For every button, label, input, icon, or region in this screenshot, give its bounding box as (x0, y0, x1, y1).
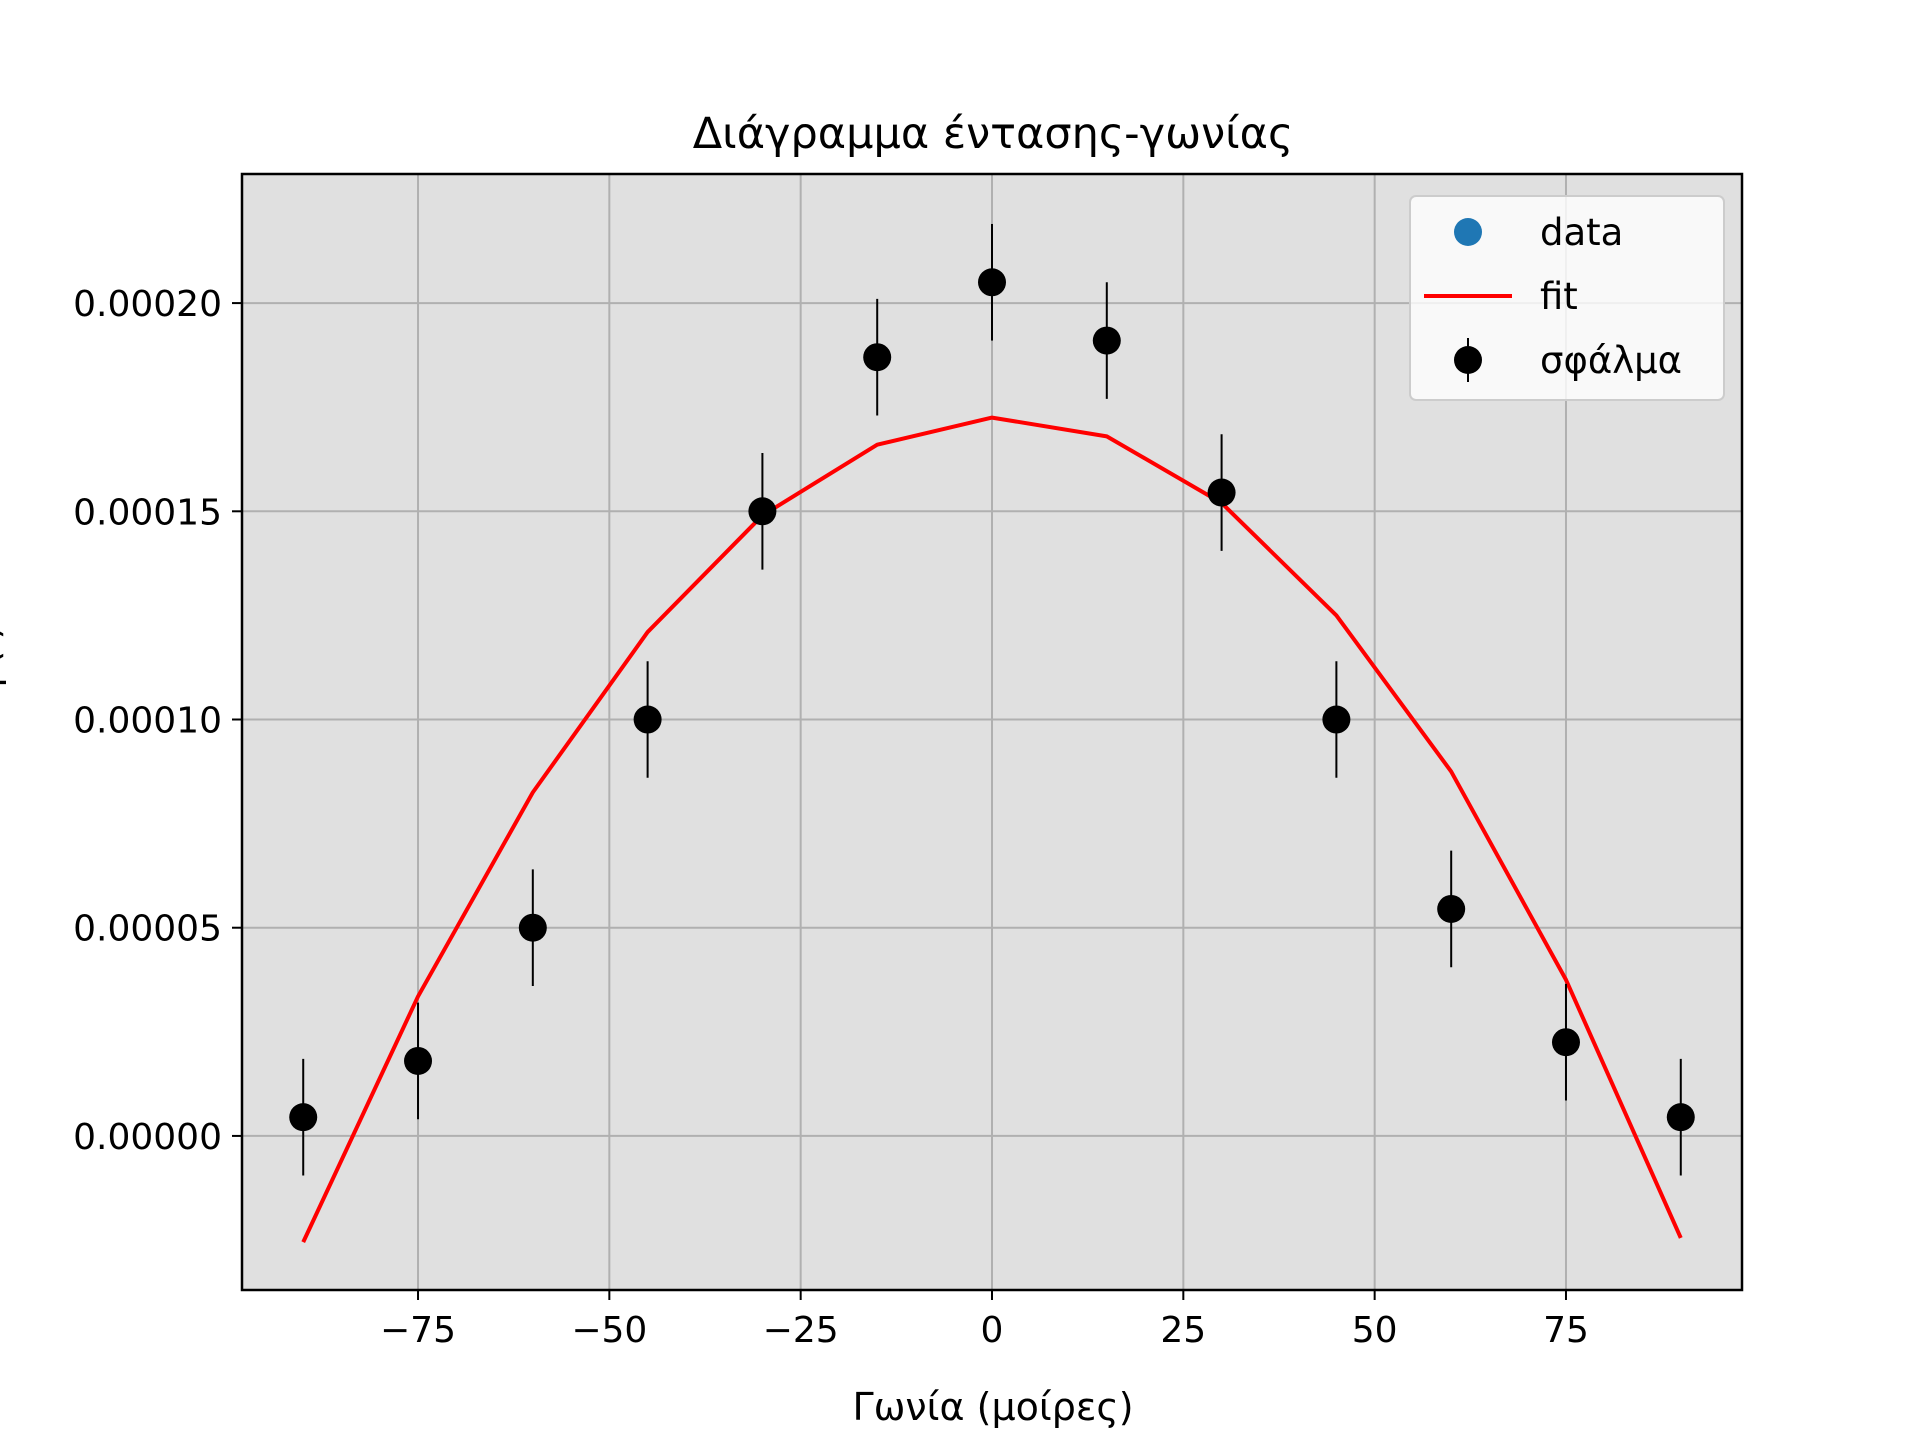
x-tick-label: −50 (571, 1310, 647, 1351)
y-tick-label: 0.00000 (73, 1117, 222, 1158)
x-tick-label: 0 (981, 1310, 1004, 1351)
y-tick-label: 0.00010 (73, 701, 222, 742)
x-tick-label: 25 (1160, 1310, 1206, 1351)
fit-line (301, 415, 1683, 1243)
errorbar-point (1092, 326, 1121, 355)
x-tick-label: −25 (763, 1310, 839, 1351)
errorbar-point (1322, 705, 1351, 734)
legend-label: fit (1540, 275, 1578, 318)
legend-marker-data (1454, 218, 1482, 246)
errorbar-point (633, 705, 662, 734)
errorbar-point (978, 268, 1006, 297)
legend-marker-errorbar (1454, 346, 1482, 374)
errorbar-point (1551, 1028, 1580, 1057)
legend-label: σφάλμα (1540, 339, 1682, 382)
errorbar-point (748, 497, 777, 526)
errorbar-point (863, 343, 892, 372)
y-tick-label: 0.00015 (73, 492, 222, 533)
x-tick-label: 75 (1543, 1310, 1589, 1351)
errorbar-point (289, 1103, 318, 1132)
chart-title: Διάγραμμα έντασης-γωνίας (693, 109, 1294, 159)
errorbar-point (1437, 894, 1466, 923)
errorbar-point (518, 913, 547, 942)
legend-label: data (1540, 211, 1623, 254)
y-axis-label: ένταση (I) (0, 625, 7, 816)
x-axis-label: Γωνία (μοίρες) (852, 1385, 1133, 1429)
errorbar-point (1207, 478, 1236, 507)
y-tick-label: 0.00005 (73, 909, 222, 950)
legend: data fit σφάλμα (1409, 195, 1725, 401)
x-tick-label: −75 (380, 1310, 456, 1351)
errorbar-point (1666, 1103, 1695, 1132)
y-tick-label: 0.00020 (73, 284, 222, 325)
legend-box (1409, 195, 1725, 401)
x-tick-label: 50 (1352, 1310, 1398, 1351)
errorbar-point (404, 1046, 433, 1075)
